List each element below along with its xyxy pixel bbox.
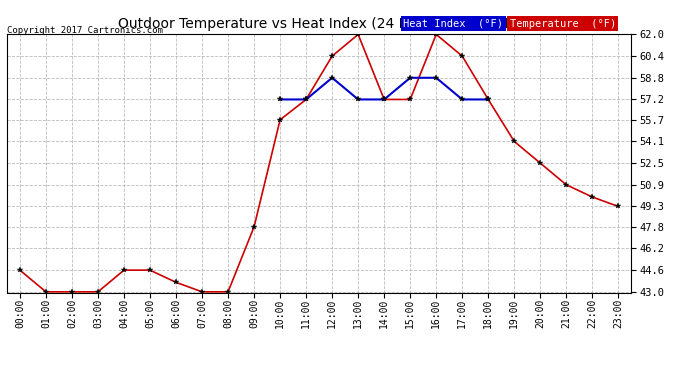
Title: Outdoor Temperature vs Heat Index (24 Hours) 20171016: Outdoor Temperature vs Heat Index (24 Ho… <box>119 17 520 31</box>
Text: Temperature  (°F): Temperature (°F) <box>510 19 616 28</box>
Text: Heat Index  (°F): Heat Index (°F) <box>404 19 504 28</box>
Text: Copyright 2017 Cartronics.com: Copyright 2017 Cartronics.com <box>7 26 163 35</box>
